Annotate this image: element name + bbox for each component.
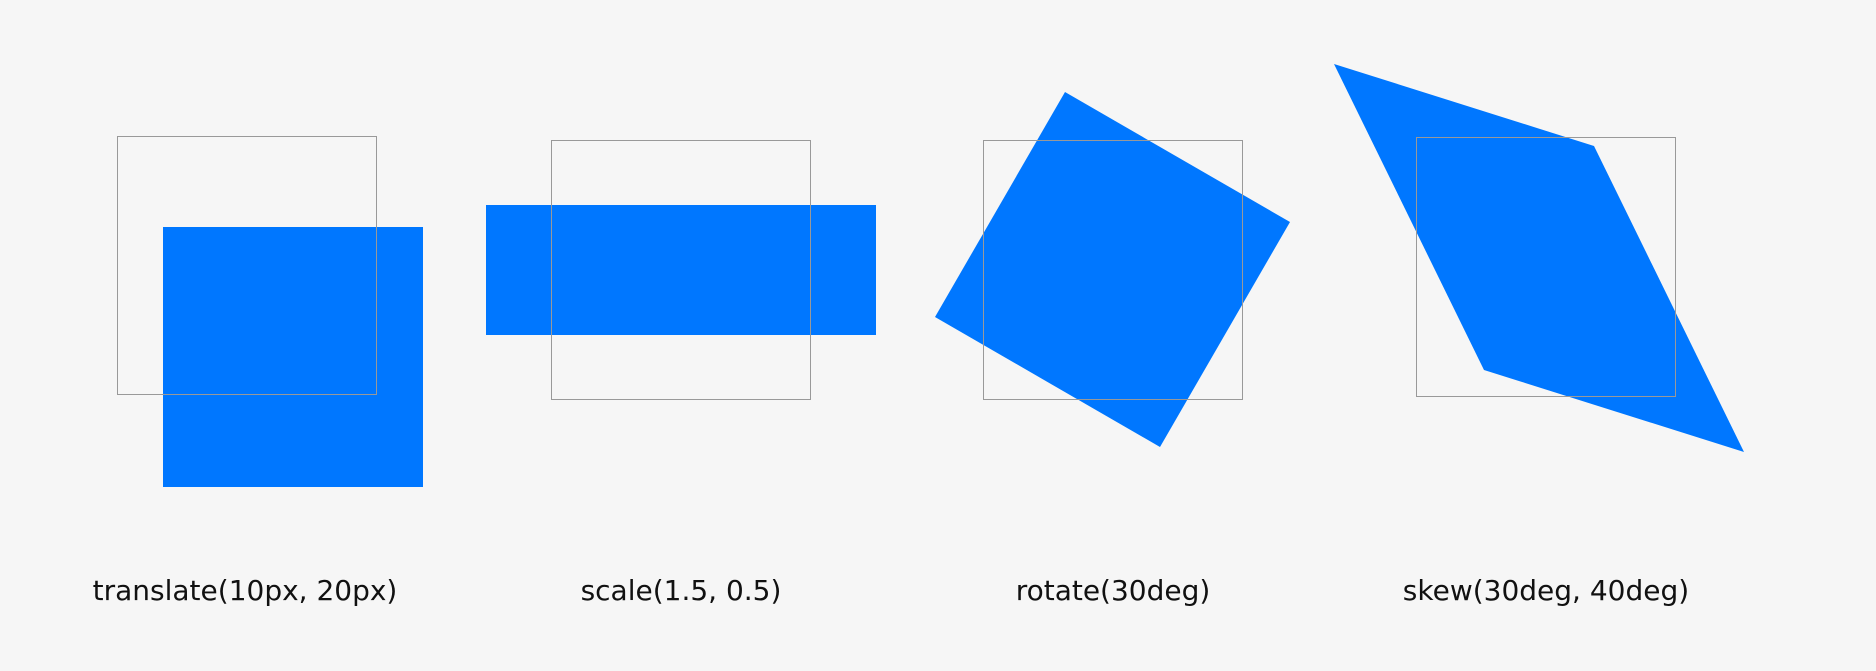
skew-original-outline — [1416, 137, 1676, 397]
translate-transformed-square — [163, 227, 423, 487]
rotate-label: rotate(30deg) — [1016, 574, 1211, 607]
skew-example: skew(30deg, 40deg) — [1334, 64, 1744, 607]
scale-transformed-rect — [486, 205, 876, 335]
rotate-original-outline — [983, 140, 1243, 400]
skew-label: skew(30deg, 40deg) — [1403, 574, 1689, 607]
rotate-transformed-square — [935, 92, 1290, 447]
translate-example: translate(10px, 20px) — [93, 136, 423, 607]
skew-transformed-parallelogram — [1334, 64, 1744, 452]
scale-label: scale(1.5, 0.5) — [581, 574, 782, 607]
rotate-example: rotate(30deg) — [935, 92, 1290, 607]
translate-original-outline — [117, 136, 377, 395]
scale-example: scale(1.5, 0.5) — [486, 140, 876, 607]
scale-original-outline — [551, 140, 811, 400]
translate-label: translate(10px, 20px) — [93, 574, 398, 607]
